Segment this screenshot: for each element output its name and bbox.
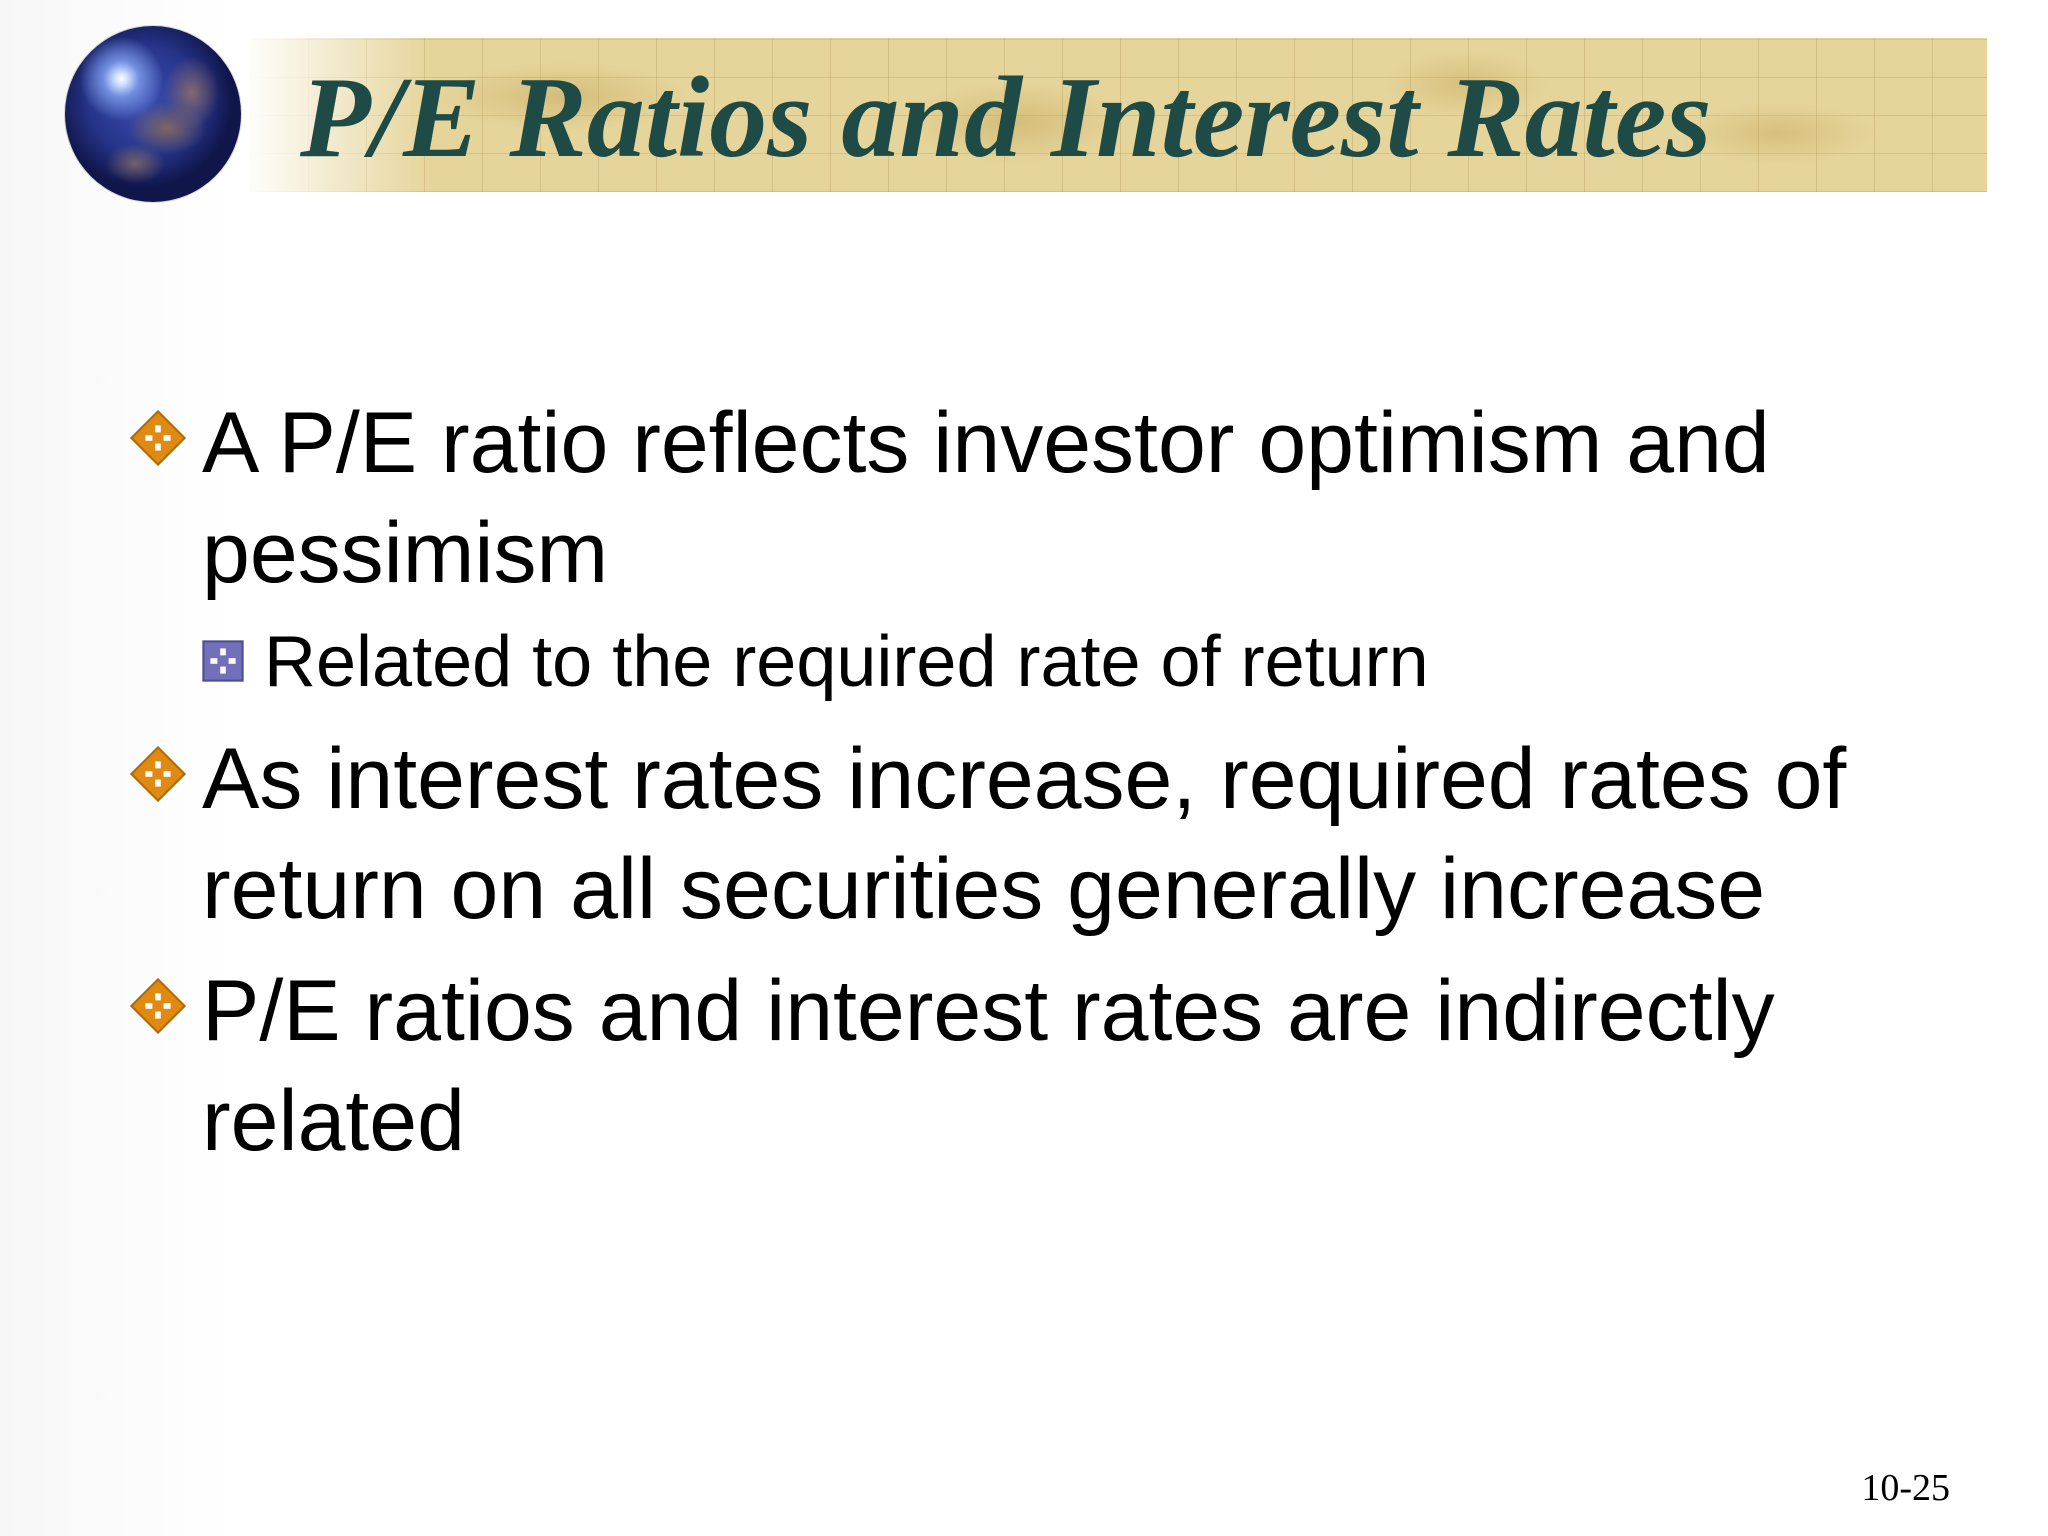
globe-icon	[65, 26, 241, 202]
bullet-list: A P/E ratio reflects investor optimism a…	[130, 388, 1930, 1188]
slide-title: P/E Ratios and Interest Rates	[300, 54, 1712, 182]
orange-diamond-bullet-icon	[130, 978, 186, 1034]
sub-bullet-list: Related to the required rate of return	[202, 612, 1930, 712]
sub-bullet-item: Related to the required rate of return	[202, 612, 1930, 712]
purple-square-bullet-icon	[202, 640, 244, 682]
bullet-item: A P/E ratio reflects investor optimism a…	[130, 388, 1930, 712]
slide-number: 10-25	[1861, 1467, 1950, 1509]
bullet-item: As interest rates increase, required rat…	[130, 724, 1930, 944]
bullet-text: P/E ratios and interest rates are indire…	[202, 963, 1775, 1169]
bullet-item: P/E ratios and interest rates are indire…	[130, 956, 1930, 1176]
sub-bullet-text: Related to the required rate of return	[264, 622, 1429, 702]
title-banner-map	[250, 38, 1987, 192]
orange-diamond-bullet-icon	[130, 410, 186, 466]
bullet-text: A P/E ratio reflects investor optimism a…	[202, 395, 1770, 601]
orange-diamond-bullet-icon	[130, 746, 186, 802]
bullet-text: As interest rates increase, required rat…	[202, 731, 1847, 937]
